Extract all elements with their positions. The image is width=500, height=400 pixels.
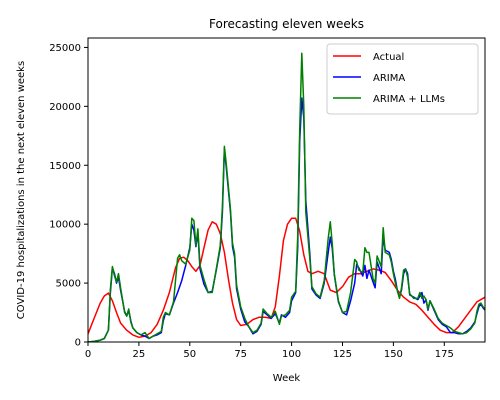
series-line-actual bbox=[88, 217, 485, 339]
y-tick-label: 0 bbox=[75, 338, 81, 349]
series-line-arima-llms bbox=[88, 52, 485, 342]
y-tick-label: 15000 bbox=[49, 161, 81, 172]
x-axis: 0 25 50 75 100 125 150 175 bbox=[85, 342, 454, 360]
x-tick-label: 0 bbox=[85, 349, 91, 360]
x-tick-label: 100 bbox=[282, 349, 301, 360]
x-tick-label: 25 bbox=[133, 349, 146, 360]
series-line-arima bbox=[88, 97, 485, 342]
y-tick-label: 20000 bbox=[49, 102, 81, 113]
y-axis-title: COVID-19 hospitalizations in the next el… bbox=[16, 61, 27, 319]
y-axis: 0 5000 10000 15000 20000 25000 bbox=[49, 43, 88, 349]
legend-box bbox=[326, 43, 479, 115]
plot-area bbox=[87, 37, 486, 343]
x-axis-title: Week bbox=[273, 373, 301, 384]
legend-label: Actual bbox=[373, 52, 404, 63]
legend-label: ARIMA bbox=[373, 73, 405, 84]
x-tick-label: 175 bbox=[435, 349, 454, 360]
legend: Actual ARIMA ARIMA + LLMs bbox=[326, 43, 479, 115]
plot-frame bbox=[87, 37, 486, 343]
x-tick-label: 75 bbox=[234, 349, 247, 360]
series-layer bbox=[88, 52, 485, 342]
x-tick-label: 50 bbox=[183, 349, 196, 360]
legend-label: ARIMA + LLMs bbox=[373, 94, 445, 105]
x-tick-label: 125 bbox=[333, 349, 352, 360]
chart-title: Forecasting eleven weeks bbox=[209, 17, 364, 31]
y-tick-label: 10000 bbox=[49, 220, 81, 231]
x-tick-label: 150 bbox=[384, 349, 403, 360]
y-tick-label: 25000 bbox=[49, 43, 81, 54]
y-tick-label: 5000 bbox=[56, 279, 81, 290]
